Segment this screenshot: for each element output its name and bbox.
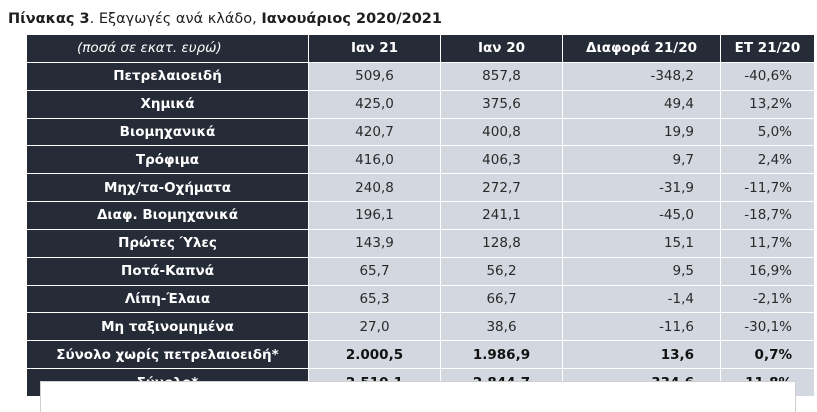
value-difference: -1,4 [562,284,721,314]
row-label: Σύνολο χωρίς πετρελαιοειδή* [26,340,309,370]
table-caption: Πίνακας 3. Εξαγωγές ανά κλάδο, Ιανουάριο… [8,10,442,28]
value-jan20: 1.986,9 [440,340,563,370]
header-yoy-change: ΕΤ 21/20 [720,34,815,63]
value-yoy-change: -18,7% [720,201,815,230]
row-label: Μηχ/τα-Οχήματα [26,173,309,203]
value-jan20: 56,2 [440,256,563,286]
value-jan20: 128,8 [440,228,563,258]
value-jan20: 400,8 [440,117,563,147]
table-row: Χημικά 425,0 375,6 49,4 13,2% [26,89,815,119]
value-jan21: 425,0 [308,89,441,119]
row-label: Βιομηχανικά [26,117,309,147]
value-difference: 19,9 [562,117,721,147]
value-yoy-change: 13,2% [720,89,815,119]
lower-panel [40,381,796,412]
header-difference: Διαφορά 21/20 [562,34,721,63]
table-row: Διαφ. Βιομηχανικά 196,1 241,1 -45,0 -18,7% [26,201,815,230]
table-row: Βιομηχανικά 420,7 400,8 19,9 5,0% [26,117,815,147]
value-jan20: 406,3 [440,145,563,175]
value-jan21: 509,6 [308,61,441,91]
value-jan20: 375,6 [440,89,563,119]
row-label: Μη ταξινομημένα [26,312,309,342]
value-jan21: 2.000,5 [308,340,441,370]
value-yoy-change: -2,1% [720,284,815,314]
value-difference: 49,4 [562,89,721,119]
value-difference: 15,1 [562,228,721,258]
row-label: Πετρελαιοειδή [26,61,309,91]
table-row: Τρόφιμα 416,0 406,3 9,7 2,4% [26,145,815,175]
value-jan21: 27,0 [308,312,441,342]
value-yoy-change: -30,1% [720,312,815,342]
header-jan21: Ιαν 21 [308,34,441,63]
header-row: (ποσά σε εκατ. ευρώ) Ιαν 21 Ιαν 20 Διαφο… [26,34,815,63]
value-jan20: 272,7 [440,173,563,203]
row-label: Τρόφιμα [26,145,309,175]
table-row: Πετρελαιοειδή 509,6 857,8 -348,2 -40,6% [26,61,815,91]
header-jan20: Ιαν 20 [440,34,563,63]
value-yoy-change: 11,7% [720,228,815,258]
value-jan20: 66,7 [440,284,563,314]
value-difference: 9,5 [562,256,721,286]
table-row: Μηχ/τα-Οχήματα 240,8 272,7 -31,9 -11,7% [26,173,815,203]
value-difference: -348,2 [562,61,721,91]
value-difference: -31,9 [562,173,721,203]
table-body: Πετρελαιοειδή 509,6 857,8 -348,2 -40,6% Χημικ… [26,61,815,397]
row-label: Λίπη-Έλαια [26,284,309,314]
value-jan21: 65,3 [308,284,441,314]
value-jan20: 857,8 [440,61,563,91]
value-jan21: 240,8 [308,173,441,203]
row-label: Χημικά [26,89,309,119]
value-jan21: 420,7 [308,117,441,147]
value-jan21: 65,7 [308,256,441,286]
value-jan21: 143,9 [308,228,441,258]
value-difference: 13,6 [562,340,721,370]
value-difference: 9,7 [562,145,721,175]
caption-period: Ιανουάριος 2020/2021 [261,11,442,27]
table-row: Ποτά-Καπνά 65,7 56,2 9,5 16,9% [26,256,815,286]
row-label: Ποτά-Καπνά [26,256,309,286]
value-difference: -45,0 [562,201,721,230]
value-yoy-change: 0,7% [720,340,815,370]
caption-text: . Εξαγωγές ανά κλάδο, [89,11,262,27]
value-jan21: 196,1 [308,201,441,230]
table-row: Λίπη-Έλαια 65,3 66,7 -1,4 -2,1% [26,284,815,314]
row-label: Διαφ. Βιομηχανικά [26,201,309,230]
total-row: Σύνολο χωρίς πετρελαιοειδή* 2.000,5 1.986,… [26,340,815,370]
exports-table: (ποσά σε εκατ. ευρώ) Ιαν 21 Ιαν 20 Διαφο… [26,34,815,397]
value-jan21: 416,0 [308,145,441,175]
header-units: (ποσά σε εκατ. ευρώ) [26,34,309,63]
caption-label: Πίνακας 3 [8,11,90,27]
table-row: Πρώτες Ύλες 143,9 128,8 15,1 11,7% [26,228,815,258]
row-label: Πρώτες Ύλες [26,228,309,258]
table-row: Μη ταξινομημένα 27,0 38,6 -11,6 -30,1% [26,312,815,342]
value-jan20: 241,1 [440,201,563,230]
value-difference: -11,6 [562,312,721,342]
value-yoy-change: -11,7% [720,173,815,203]
value-jan20: 38,6 [440,312,563,342]
value-yoy-change: 16,9% [720,256,815,286]
value-yoy-change: -40,6% [720,61,815,91]
value-yoy-change: 2,4% [720,145,815,175]
value-yoy-change: 5,0% [720,117,815,147]
